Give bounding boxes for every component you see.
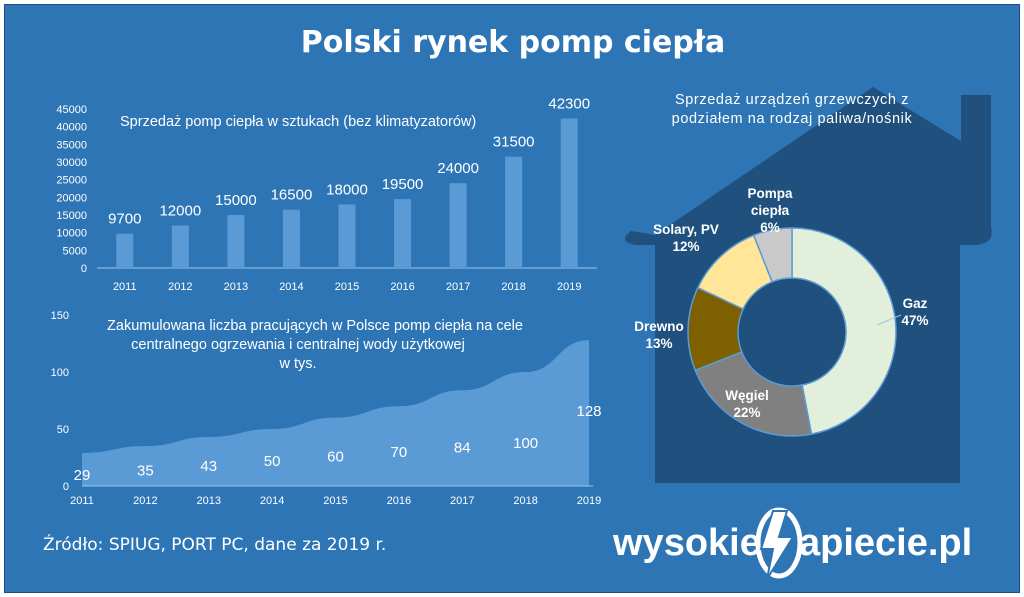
area-title-line-1: Zakumulowana liczba pracujących w Polsce… xyxy=(107,318,523,334)
area-x-tick: 2012 xyxy=(133,495,157,507)
donut-slice xyxy=(791,227,897,436)
area-y-tick: 0 xyxy=(63,481,69,493)
donut-title-line-2: podziałem na rodzaj paliwa/nośnik xyxy=(672,111,913,127)
bar-data-label: 12000 xyxy=(159,203,201,220)
bar-y-tick: 20000 xyxy=(56,192,87,204)
area-x-tick: 2018 xyxy=(513,495,537,507)
donut-category-label: Gaz xyxy=(903,296,928,311)
bar-data-label: 24000 xyxy=(437,160,479,177)
bar-y-tick: 15000 xyxy=(56,210,87,222)
area-series xyxy=(82,340,589,486)
bar-data-label: 18000 xyxy=(326,181,368,198)
bar-y-tick: 25000 xyxy=(56,175,87,187)
page-title: Polski rynek pomp ciepła xyxy=(300,25,726,60)
bar-x-tick: 2019 xyxy=(557,281,581,293)
donut-pct-label: 47% xyxy=(901,313,928,328)
donut-pct-label: 6% xyxy=(760,220,780,235)
donut-category-label: Pompa xyxy=(747,186,793,201)
bar xyxy=(227,215,245,268)
area-data-label: 43 xyxy=(200,458,217,475)
bar-data-label: 42300 xyxy=(548,96,590,113)
donut-pct-label: 13% xyxy=(645,336,672,351)
bar-data-label: 15000 xyxy=(215,192,257,209)
area-x-tick: 2014 xyxy=(260,495,284,507)
gaz-leader-line xyxy=(876,314,902,326)
donut-category-label: Drewno xyxy=(634,319,684,334)
bar-x-tick: 2018 xyxy=(501,281,525,293)
bar xyxy=(394,199,412,268)
source-note: Źródło: SPIUG, PORT PC, dane za 2019 r. xyxy=(43,535,387,555)
bar-data-label: 19500 xyxy=(382,176,424,193)
bar xyxy=(171,225,189,268)
bar-x-tick: 2012 xyxy=(168,281,192,293)
donut-pct-label: 22% xyxy=(733,405,760,420)
area-data-label: 70 xyxy=(391,444,408,461)
charts-canvas: 0 5000 10000 15000 20000 25000 30000 35000 40000… xyxy=(51,87,992,507)
logo-text-1: wysokie xyxy=(613,522,761,564)
bar xyxy=(560,118,578,268)
area-x-tick: 2015 xyxy=(323,495,347,507)
bar xyxy=(505,156,523,268)
area-y-tick: 150 xyxy=(51,310,69,322)
bar-x-tick: 2014 xyxy=(279,281,303,293)
bar-x-tick: 2011 xyxy=(113,281,137,293)
bar-x-tick: 2015 xyxy=(335,281,359,293)
bar-y-tick: 10000 xyxy=(56,228,87,240)
area-y-tick: 50 xyxy=(57,424,69,436)
area-data-label: 60 xyxy=(327,449,344,466)
area-data-label: 84 xyxy=(454,439,471,456)
area-data-label: 50 xyxy=(264,453,281,470)
bar-y-tick: 0 xyxy=(81,263,87,275)
bar xyxy=(116,233,134,268)
area-x-tick: 2016 xyxy=(387,495,411,507)
donut-category-label: ciepła xyxy=(751,203,790,218)
area-x-tick: 2017 xyxy=(450,495,474,507)
area-data-label: 128 xyxy=(576,403,601,420)
bar-y-tick: 30000 xyxy=(56,157,87,169)
logo-text-2: apiecie.pl xyxy=(799,522,972,564)
donut-category-label: Solary, PV xyxy=(653,222,719,237)
bar-x-tick: 2017 xyxy=(446,281,470,293)
bar-y-tick: 5000 xyxy=(63,245,87,257)
logo: wysokie apiecie.pl xyxy=(613,507,972,580)
bar xyxy=(282,209,300,268)
bar-y-tick: 40000 xyxy=(56,122,87,134)
bar-chart-title: Sprzedaż pomp ciepła w sztukach (bez kli… xyxy=(120,114,476,130)
area-title-line-3: w tys. xyxy=(278,356,316,372)
area-x-tick: 2011 xyxy=(70,495,94,507)
area-title-line-2: centralnego ogrzewania i centralnej wody… xyxy=(131,337,465,353)
donut-pct-label: 12% xyxy=(672,239,699,254)
bar xyxy=(449,183,467,268)
donut-chart: Gaz 47% Węgiel 22% Drewno 13% Solary, PV 12% Pom… xyxy=(634,186,929,437)
area-data-label: 29 xyxy=(74,467,91,484)
bar-y-tick: 45000 xyxy=(56,104,87,116)
bar-y-tick: 35000 xyxy=(56,139,87,151)
lightning-icon xyxy=(755,507,803,580)
bar-x-tick: 2016 xyxy=(390,281,414,293)
donut-slice xyxy=(752,227,793,283)
donut-title-line-1: Sprzedaż urządzeń grzewczych z xyxy=(675,92,909,108)
area-data-label: 35 xyxy=(137,462,154,479)
infographic-frame: Polski rynek pomp ciepła 0 5000 10000 15000… xyxy=(4,4,1020,593)
bar-x-tick: 2013 xyxy=(224,281,248,293)
bar-data-label: 16500 xyxy=(271,187,313,204)
bar-data-label: 9700 xyxy=(108,211,141,228)
area-data-label: 100 xyxy=(513,435,538,452)
bar xyxy=(338,204,356,268)
bar-data-label: 31500 xyxy=(493,134,535,151)
bar-chart: 0 5000 10000 15000 20000 25000 30000 35000 40000… xyxy=(56,96,597,293)
area-y-tick: 100 xyxy=(51,367,69,379)
area-x-tick: 2019 xyxy=(577,495,601,507)
area-chart: 0 50 100 150 2011 29 2012 35 2013 43 2014 50 2015 60 2… xyxy=(51,310,602,507)
area-x-tick: 2013 xyxy=(197,495,221,507)
donut-category-label: Węgiel xyxy=(725,388,769,403)
